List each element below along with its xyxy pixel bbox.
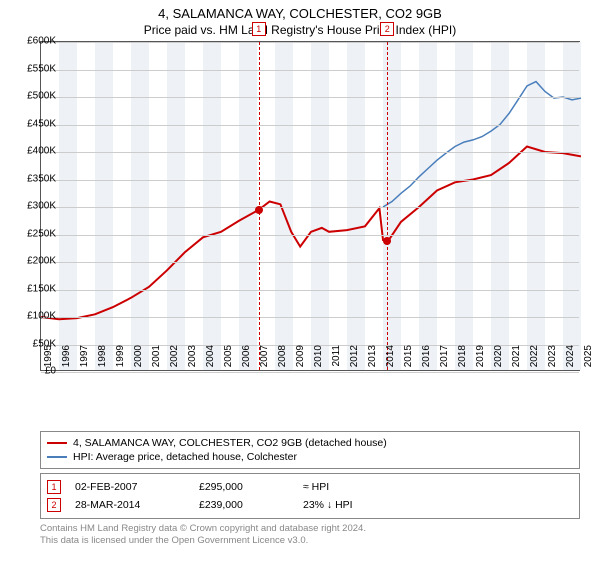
y-axis-label: £300K — [16, 201, 56, 212]
chart-subtitle: Price paid vs. HM Land Registry's House … — [0, 23, 600, 37]
x-axis-label: 2013 — [367, 345, 378, 375]
transaction-relative: 23% ↓ HPI — [303, 499, 403, 511]
series-line-hpi — [383, 82, 581, 207]
transaction-row: 2 28-MAR-2014 £239,000 23% ↓ HPI — [47, 496, 573, 514]
marker-vline — [387, 42, 388, 370]
x-axis-label: 1998 — [97, 345, 108, 375]
x-axis-label: 2008 — [277, 345, 288, 375]
y-axis-label: £500K — [16, 91, 56, 102]
x-axis-label: 2011 — [331, 345, 342, 375]
chart-area: 12 £0£50K£100K£150K£200K£250K£300K£350K£… — [40, 41, 600, 401]
legend-item: HPI: Average price, detached house, Colc… — [47, 450, 573, 464]
legend-box: 4, SALAMANCA WAY, COLCHESTER, CO2 9GB (d… — [40, 431, 580, 469]
x-axis-label: 2014 — [385, 345, 396, 375]
marker-badge: 1 — [252, 22, 266, 36]
footer-line-1: Contains HM Land Registry data © Crown c… — [40, 523, 580, 535]
x-axis-label: 2009 — [295, 345, 306, 375]
gridline-h — [41, 235, 579, 236]
legend-item: 4, SALAMANCA WAY, COLCHESTER, CO2 9GB (d… — [47, 436, 573, 450]
series-line-property — [41, 147, 581, 320]
x-axis-label: 2020 — [493, 345, 504, 375]
x-axis-label: 1997 — [79, 345, 90, 375]
y-axis-label: £200K — [16, 256, 56, 267]
x-axis-label: 2023 — [547, 345, 558, 375]
x-axis-label: 2022 — [529, 345, 540, 375]
transactions-box: 1 02-FEB-2007 £295,000 ≈ HPI 2 28-MAR-2014 £23… — [40, 473, 580, 519]
x-axis-label: 2003 — [187, 345, 198, 375]
gridline-h — [41, 317, 579, 318]
legend-label: 4, SALAMANCA WAY, COLCHESTER, CO2 9GB (d… — [73, 437, 387, 449]
x-axis-label: 2004 — [205, 345, 216, 375]
footer-line-2: This data is licensed under the Open Gov… — [40, 535, 580, 547]
transaction-badge: 1 — [47, 480, 61, 494]
legend-label: HPI: Average price, detached house, Colc… — [73, 451, 297, 463]
y-axis-label: £600K — [16, 36, 56, 47]
footer-attribution: Contains HM Land Registry data © Crown c… — [40, 523, 580, 547]
gridline-h — [41, 152, 579, 153]
x-axis-label: 2001 — [151, 345, 162, 375]
marker-dot — [255, 206, 263, 214]
x-axis-label: 2018 — [457, 345, 468, 375]
y-axis-label: £450K — [16, 118, 56, 129]
x-axis-label: 2019 — [475, 345, 486, 375]
y-axis-label: £400K — [16, 146, 56, 157]
x-axis-label: 1999 — [115, 345, 126, 375]
chart-title: 4, SALAMANCA WAY, COLCHESTER, CO2 9GB — [0, 6, 600, 21]
gridline-h — [41, 180, 579, 181]
gridline-h — [41, 42, 579, 43]
y-axis-label: £150K — [16, 283, 56, 294]
gridline-h — [41, 207, 579, 208]
x-axis-label: 1996 — [61, 345, 72, 375]
transaction-relative: ≈ HPI — [303, 481, 403, 493]
x-axis-label: 2006 — [241, 345, 252, 375]
gridline-h — [41, 97, 579, 98]
legend-swatch — [47, 442, 67, 444]
marker-badge: 2 — [380, 22, 394, 36]
x-axis-label: 2010 — [313, 345, 324, 375]
transaction-row: 1 02-FEB-2007 £295,000 ≈ HPI — [47, 478, 573, 496]
plot-region: 12 — [40, 41, 580, 371]
transaction-price: £295,000 — [199, 481, 289, 493]
x-axis-label: 2015 — [403, 345, 414, 375]
x-axis-label: 2012 — [349, 345, 360, 375]
x-axis-label: 2025 — [583, 345, 594, 375]
transaction-date: 28-MAR-2014 — [75, 499, 185, 511]
legend-swatch — [47, 456, 67, 458]
gridline-h — [41, 70, 579, 71]
transaction-date: 02-FEB-2007 — [75, 481, 185, 493]
marker-dot — [383, 237, 391, 245]
y-axis-label: £350K — [16, 173, 56, 184]
x-axis-label: 2021 — [511, 345, 522, 375]
x-axis-label: 1995 — [43, 345, 54, 375]
x-axis-label: 2024 — [565, 345, 576, 375]
transaction-badge: 2 — [47, 498, 61, 512]
x-axis-label: 2002 — [169, 345, 180, 375]
x-axis-label: 2016 — [421, 345, 432, 375]
x-axis-label: 2007 — [259, 345, 270, 375]
y-axis-label: £250K — [16, 228, 56, 239]
y-axis-label: £550K — [16, 63, 56, 74]
x-axis-label: 2000 — [133, 345, 144, 375]
x-axis-label: 2005 — [223, 345, 234, 375]
y-axis-label: £100K — [16, 311, 56, 322]
gridline-h — [41, 262, 579, 263]
transaction-price: £239,000 — [199, 499, 289, 511]
gridline-h — [41, 290, 579, 291]
gridline-h — [41, 125, 579, 126]
x-axis-label: 2017 — [439, 345, 450, 375]
